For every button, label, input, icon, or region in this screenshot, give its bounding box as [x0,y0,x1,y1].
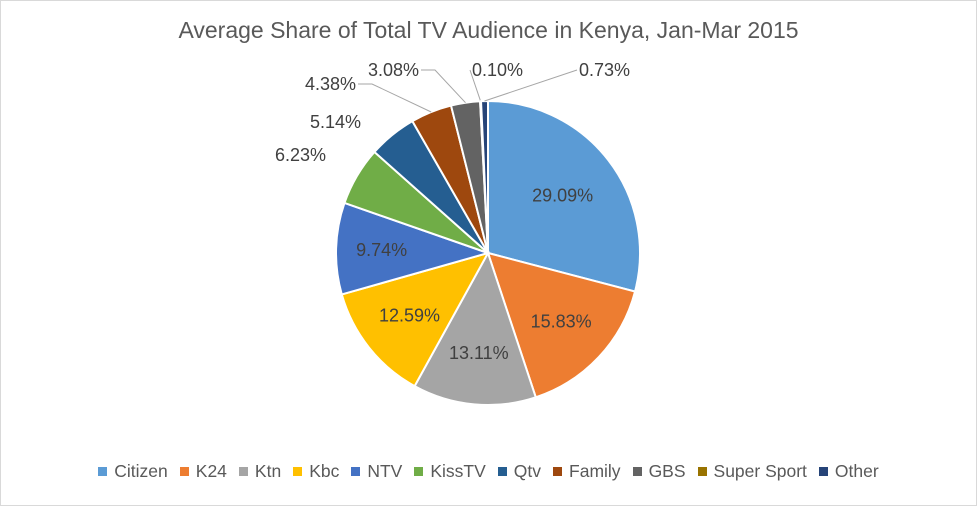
legend-swatch [553,467,563,476]
legend-label: KissTV [430,461,486,481]
data-label-family: 4.38% [305,74,356,94]
legend-swatch [238,467,248,476]
legend-label: K24 [195,461,227,481]
legend-item-kbc: Kbc [293,461,339,482]
legend-swatch [98,467,108,476]
data-label-gbs: 3.08% [368,60,419,80]
legend-label: Other [834,461,879,481]
pie-slice-kbc [340,251,491,388]
legend-swatch [179,467,189,476]
legend-label: Citizen [114,461,168,481]
legend-item-other: Other [818,461,879,482]
leader-line-family [358,83,432,113]
data-label-ntv: 9.74% [356,240,407,260]
legend-item-gbs: GBS [632,461,686,482]
data-label-super-sport: 0.10% [472,60,523,80]
pie-slice-ntv [335,201,492,296]
legend-item-family: Family [553,461,621,482]
data-label-ktn: 13.11% [449,343,509,363]
chart-title: Average Share of Total TV Audience in Ke… [178,17,799,43]
legend-label: Kbc [309,461,340,481]
data-label-qtv: 5.14% [310,112,361,132]
legend-swatch [697,467,707,476]
legend-item-qtv: Qtv [497,461,542,482]
legend-item-kisstv: KissTV [414,461,486,482]
legend-label: Qtv [513,461,542,481]
legend: Citizen K24 Ktn Kbc NTV KissTV Qtv Family GBS Sup… [1,461,976,482]
legend-label: NTV [367,461,403,481]
data-label-other: 0.73% [579,60,630,80]
legend-swatch [351,467,361,476]
legend-item-k24: K24 [179,461,227,482]
leader-line-gbs [421,69,466,104]
legend-swatch [414,467,424,476]
legend-item-citizen: Citizen [98,461,168,482]
legend-swatch [497,467,507,476]
legend-label: Super Sport [713,461,807,481]
pie-slice-citizen [487,99,641,293]
legend-label: GBS [648,461,686,481]
legend-swatch [818,467,828,476]
data-label-k24: 15.83% [531,312,592,332]
legend-swatch [632,467,642,476]
legend-item-super-sport: Super Sport [697,461,807,482]
data-label-kisstv: 6.23% [275,145,326,165]
legend-swatch [293,467,303,476]
legend-label: Ktn [254,461,282,481]
legend-label: Family [569,461,621,481]
legend-item-ktn: Ktn [238,461,282,482]
data-label-kbc: 12.59% [379,305,440,325]
legend-item-ntv: NTV [351,461,402,482]
pie-slice-ktn [413,250,538,407]
leader-line-other [484,69,578,102]
data-label-citizen: 29.09% [532,185,593,205]
leader-line-super-sport [469,69,482,102]
